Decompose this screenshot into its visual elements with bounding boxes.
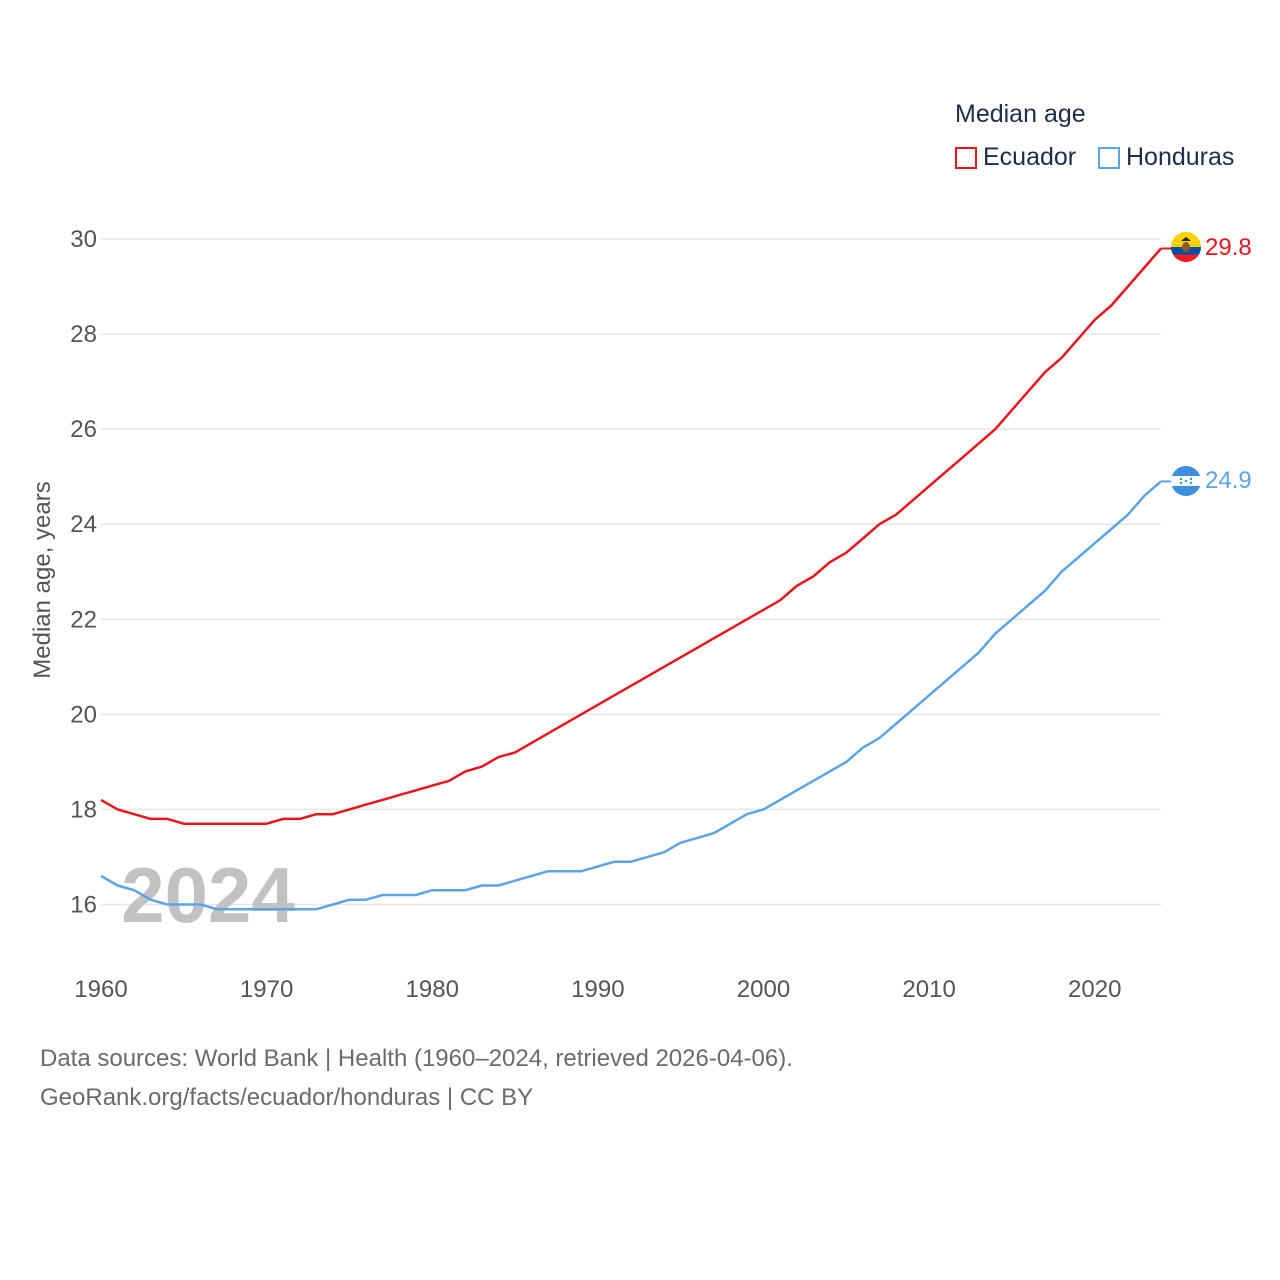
y-tick-label: 18 (70, 796, 97, 823)
legend-swatch-honduras (1098, 146, 1120, 169)
legend-title: Median age (955, 100, 1086, 128)
grid-lines (101, 238, 1161, 906)
x-tick-label: 2020 (1068, 976, 1121, 1003)
series-lines (100, 247, 1172, 911)
y-tick-label: 22 (70, 606, 97, 633)
x-tick-label: 1980 (406, 976, 459, 1003)
legend-label-ecuador: Ecuador (983, 143, 1077, 171)
series-line-ecuador[interactable] (100, 247, 1162, 825)
x-tick-label: 1970 (240, 976, 293, 1003)
x-axis-ticks: 1960 1970 1980 1990 2000 2010 2020 (74, 976, 1121, 1003)
honduras-end-label: 24.9 (1205, 467, 1252, 494)
ecuador-flag-icon (1171, 232, 1201, 262)
y-axis-label: Median age, years (29, 481, 56, 678)
y-tick-label: 20 (70, 701, 97, 728)
legend-swatch-ecuador (955, 146, 977, 169)
legend-item-ecuador[interactable]: Ecuador (955, 143, 1076, 172)
y-tick-label: 30 (70, 226, 97, 253)
y-tick-label: 24 (70, 511, 97, 538)
honduras-flag-icon (1171, 466, 1201, 496)
x-tick-label: 2000 (737, 976, 790, 1003)
x-tick-label: 1960 (74, 976, 127, 1003)
x-tick-label: 2010 (902, 976, 955, 1003)
source-line: Data sources: World Bank | Health (1960–… (40, 1045, 793, 1072)
attribution-link[interactable]: GeoRank.org/facts/ecuador/honduras | CC … (40, 1084, 534, 1111)
x-tick-label: 1990 (571, 976, 624, 1003)
series-line-honduras[interactable] (100, 480, 1162, 911)
end-markers (1171, 232, 1201, 496)
legend-item-honduras[interactable]: Honduras (1098, 143, 1234, 172)
ecuador-end-label: 29.8 (1205, 234, 1252, 261)
y-tick-label: 26 (70, 416, 97, 443)
year-watermark: 2024 (121, 851, 295, 939)
y-axis-ticks: 16 18 20 22 24 26 28 30 (70, 226, 97, 918)
y-tick-label: 16 (70, 891, 97, 918)
legend-label-honduras: Honduras (1126, 143, 1235, 171)
y-tick-label: 28 (70, 321, 97, 348)
